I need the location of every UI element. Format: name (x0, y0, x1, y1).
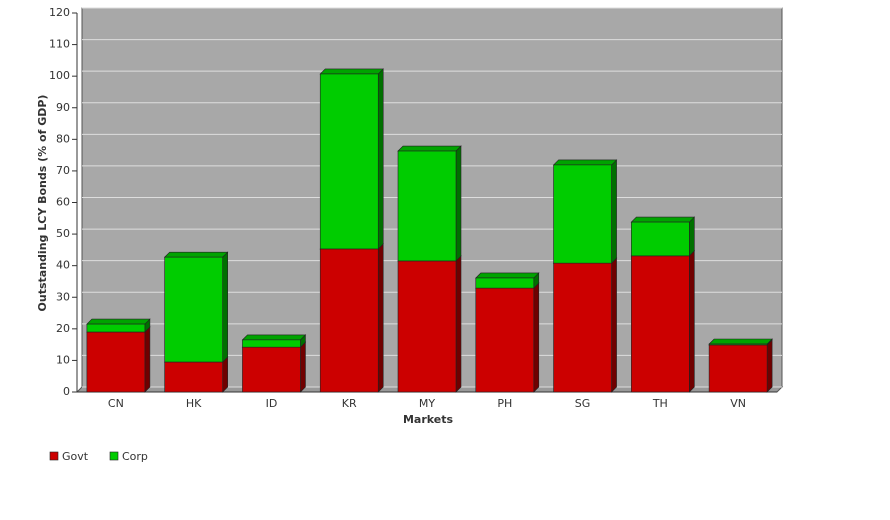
bar-side (611, 257, 617, 393)
bar-top (552, 159, 618, 166)
x-tick-label: ID (266, 397, 278, 410)
bar-side (144, 326, 151, 393)
bar-top (708, 338, 773, 345)
bar-side (222, 251, 228, 363)
x-tick-label: KR (342, 397, 357, 410)
bar-side (689, 216, 695, 257)
y-tick-label: 60 (56, 196, 70, 209)
bar (86, 331, 146, 393)
y-tick-label: 120 (49, 6, 70, 19)
y-tick-label: 30 (56, 290, 70, 303)
bar (708, 343, 768, 346)
bar (631, 255, 690, 393)
y-tick-label: 70 (56, 164, 70, 177)
legend-label: Corp (122, 450, 148, 463)
x-axis-title: Markets (403, 413, 454, 426)
bar-side (455, 145, 462, 262)
bar-side (377, 68, 384, 250)
bar (553, 262, 612, 393)
legend-swatch (49, 451, 59, 461)
bar-side (766, 339, 773, 393)
x-tick-label: CN (108, 397, 124, 410)
x-tick-label: HK (186, 397, 202, 410)
y-tick-label: 110 (49, 38, 70, 51)
y-tick-label: 0 (63, 385, 70, 398)
y-tick-label: 40 (56, 259, 70, 272)
bar (319, 248, 379, 393)
bar (164, 361, 223, 393)
bar-side (689, 250, 695, 393)
bar (397, 150, 457, 262)
bar-top (163, 251, 229, 258)
bar-top (630, 216, 696, 223)
bar (164, 256, 223, 363)
bar-side (455, 255, 462, 393)
bar (553, 164, 612, 264)
bar-side (533, 282, 540, 393)
legend-label: Govt (62, 450, 89, 463)
bar-side (300, 341, 306, 393)
x-tick-label: SG (575, 397, 591, 410)
x-tick-label: TH (652, 397, 668, 410)
bar-top (86, 318, 151, 325)
y-tick-label: 100 (49, 69, 70, 82)
x-tick-label: MY (419, 397, 435, 410)
bar (708, 344, 768, 393)
bar-side (377, 243, 384, 393)
legend-swatch (109, 451, 119, 461)
bar (475, 287, 535, 393)
y-tick-label: 10 (56, 353, 70, 366)
bar-top (241, 334, 307, 341)
bar (475, 277, 535, 289)
y-tick-label: 90 (56, 101, 70, 114)
bar (397, 260, 457, 393)
x-tick-label: VN (730, 397, 746, 410)
bar (242, 339, 301, 348)
y-tick-label: 50 (56, 227, 70, 240)
bar-side (222, 356, 228, 393)
bar-top (319, 68, 384, 75)
bar-top (475, 272, 540, 279)
bar (319, 73, 379, 250)
bar-side (611, 159, 617, 264)
bar (631, 221, 690, 257)
bar (86, 323, 146, 333)
y-tick-label: 80 (56, 132, 70, 145)
y-tick-label: 20 (56, 322, 70, 335)
bar-top (397, 145, 462, 152)
x-tick-label: PH (497, 397, 512, 410)
bar (242, 346, 301, 393)
y-axis-title: Outstanding LCY Bonds (% of GDP) (36, 95, 49, 312)
